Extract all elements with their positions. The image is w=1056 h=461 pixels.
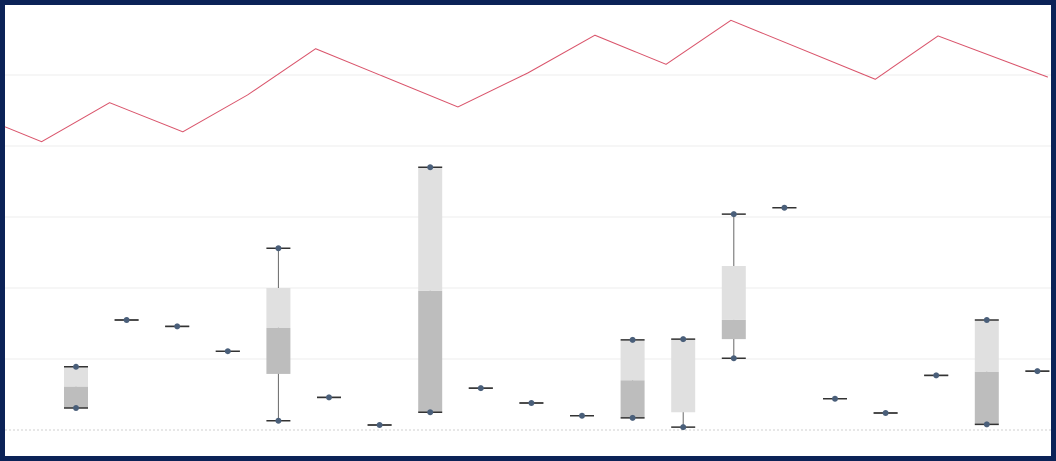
box-upper	[266, 288, 291, 328]
point	[730, 211, 737, 218]
point	[326, 394, 332, 401]
plot-area	[5, 5, 1051, 456]
point	[275, 245, 282, 252]
box-lower	[974, 371, 999, 425]
point	[275, 417, 282, 424]
point	[1034, 368, 1041, 375]
box-lower	[418, 290, 443, 413]
point	[832, 395, 838, 402]
point	[528, 400, 535, 407]
box-lower	[620, 380, 645, 418]
point	[174, 323, 181, 330]
point	[427, 409, 434, 416]
point	[680, 336, 687, 343]
point	[123, 316, 130, 323]
box-upper	[671, 339, 696, 413]
point	[983, 316, 990, 323]
box-upper	[721, 265, 746, 320]
point	[477, 385, 484, 392]
point	[376, 422, 383, 429]
point	[629, 336, 636, 343]
box-lower	[266, 327, 291, 374]
point	[983, 421, 990, 428]
box-lower	[721, 319, 746, 340]
box-lower	[64, 386, 88, 408]
point	[933, 372, 940, 379]
line	[4, 19, 1049, 143]
box-upper	[418, 167, 443, 291]
point	[882, 409, 889, 416]
point	[73, 363, 79, 370]
box-upper	[64, 366, 88, 387]
point	[579, 412, 585, 419]
point	[629, 414, 636, 421]
point	[730, 355, 737, 362]
point	[781, 204, 788, 211]
box-upper	[620, 339, 645, 381]
box-upper	[974, 319, 999, 372]
point	[427, 164, 434, 171]
point	[224, 348, 231, 355]
point	[73, 404, 79, 411]
point	[680, 424, 687, 431]
